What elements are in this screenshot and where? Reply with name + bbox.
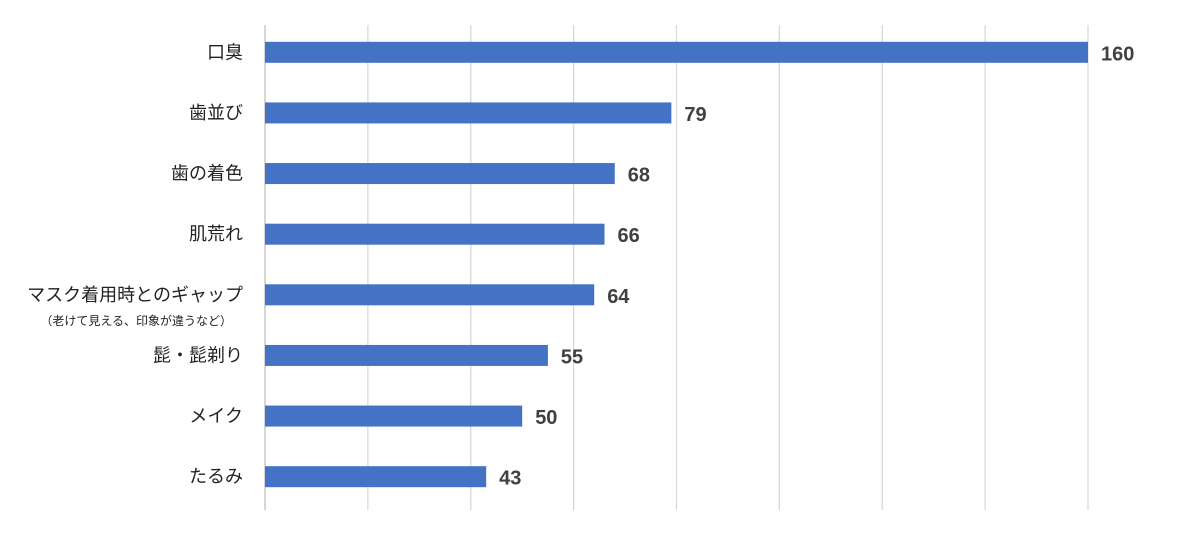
data-label: 50 — [535, 407, 557, 429]
data-label: 160 — [1101, 43, 1134, 65]
bar — [265, 405, 523, 427]
bar — [265, 344, 548, 366]
category-label: たるみ — [189, 467, 243, 488]
category-label: 髭・髭剃り — [153, 344, 243, 366]
data-label: 55 — [561, 346, 583, 368]
bar — [265, 284, 595, 306]
category-label: 歯の着色 — [171, 164, 243, 185]
category-label: 歯並び — [189, 103, 243, 124]
category-label: マスク着用時とのギャップ — [27, 285, 243, 306]
data-label: 66 — [617, 225, 639, 247]
category-label: 口臭 — [207, 42, 243, 63]
bar — [265, 163, 615, 185]
data-label: 43 — [499, 468, 521, 490]
category-label: メイク — [189, 406, 243, 427]
bar — [265, 41, 1088, 63]
bar — [265, 466, 487, 488]
data-label: 79 — [684, 104, 706, 126]
category-label: 肌荒れ — [189, 224, 243, 245]
data-label: 64 — [607, 286, 630, 308]
category-note: （老けて見える、印象が違うなど） — [40, 313, 232, 328]
data-label: 68 — [628, 165, 650, 187]
bar — [265, 102, 672, 124]
bar — [265, 223, 605, 245]
